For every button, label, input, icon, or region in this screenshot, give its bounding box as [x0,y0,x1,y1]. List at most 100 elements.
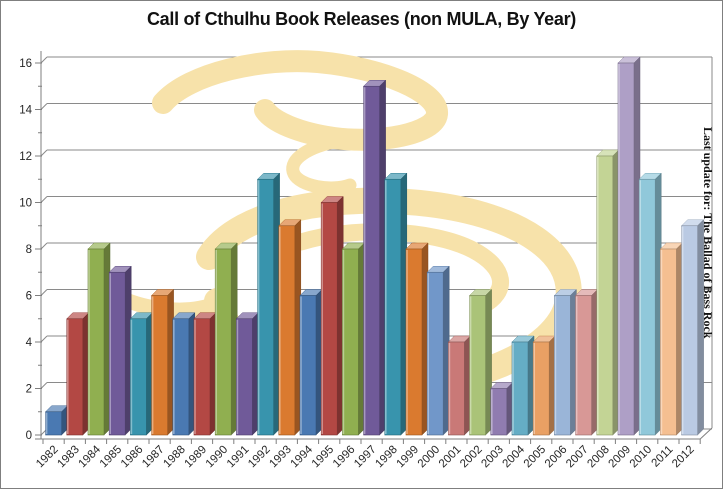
bar-front-face [426,271,444,436]
x-tick-label: 2003 [479,444,506,471]
gridline-jog [40,149,48,157]
x-tick-label: 2000 [416,444,443,471]
x-tick-label: 2002 [458,444,485,471]
floor-right-edge [699,427,713,440]
x-tick-label: 2008 [585,444,612,471]
x-tick-label: 1997 [352,444,379,471]
y-tick-label: 8 [26,244,32,256]
bar-1983 [66,312,90,436]
watermark-stroke [286,135,357,195]
x-tick-label: 2007 [564,444,591,471]
last-update-note: Last update for: The Ballad of Bass Rock [701,127,715,339]
bar-front-face [193,318,211,436]
bars [44,56,705,436]
x-tick-label: 1996 [331,444,358,471]
bar-front-face [660,248,677,436]
bar-2007 [574,288,599,436]
y-tick-label: 4 [26,337,33,349]
y-tick-label: 16 [19,58,32,70]
bar-front-face [596,155,614,436]
x-tick-label: 1987 [140,444,167,471]
axes-and-ticks [35,51,701,444]
bar-front-face [363,85,380,436]
bar-2006 [553,288,578,436]
x-tick-label: 2009 [607,444,634,471]
bar-1996 [341,242,366,436]
bar-front-face [66,318,84,436]
bar-1992 [256,172,281,436]
bar-front-face [236,318,253,436]
x-tick-label: 1990 [204,444,231,471]
bar-2005 [532,335,556,436]
bar-1988 [172,312,196,436]
bar-1993 [278,219,302,436]
bar-2010 [638,172,662,436]
bar-1994 [299,288,323,436]
bar-1986 [129,312,154,436]
y-tick-label: 0 [26,430,32,442]
x-tick-label: 2011 [650,444,676,470]
gridline-jog [40,382,48,389]
x-tick-label: 1983 [55,444,82,471]
x-tick-label: 1994 [289,443,316,470]
bar-front-face [214,248,232,436]
bar-1990 [214,242,238,436]
bar-1995 [320,195,344,436]
bar-front-face [638,178,656,436]
bar-1989 [193,312,217,436]
bar-2011 [659,242,684,436]
bar-front-face [257,178,274,436]
x-tick-label: 2004 [501,443,528,470]
x-tick-label: 1988 [161,444,188,471]
x-tick-label: 1995 [310,444,337,471]
bar-1982 [44,405,69,436]
x-tick-label: 1984 [77,443,104,470]
bar-front-face [575,295,592,436]
bar-front-face [448,341,465,436]
x-tick-label: 1998 [373,444,400,471]
y-tick-label: 10 [19,198,32,210]
x-tick-label: 2006 [543,444,570,471]
bar-1999 [405,242,429,436]
bar-1991 [235,312,260,436]
y-tick-label: 6 [26,291,32,303]
bar-1987 [150,288,175,436]
bar-front-face [320,202,338,436]
watermark-stroke [152,50,448,151]
bar-front-face [384,178,402,436]
x-tick-label: 1986 [119,444,146,471]
x-tick-label: 1993 [267,444,294,471]
chart-title: Call of Cthulhu Book Releases (non MULA,… [146,9,577,29]
watermark-stroke [292,223,509,315]
bar-front-face [151,295,168,436]
bar-front-face [278,225,296,436]
x-tick-label: 1991 [225,444,252,471]
x-tick-label: 1999 [395,444,422,471]
gridline-jog [40,56,48,64]
y-tick-label: 2 [26,384,32,396]
gridline-jog [40,242,48,250]
bar-1985 [108,265,132,436]
axis-labels: 0246810121416198219831984198519861987198… [19,58,697,470]
x-tick-label: 1982 [34,444,61,471]
bar-2004 [511,335,535,436]
bar-2000 [426,265,450,436]
x-tick-label: 2001 [437,444,464,471]
bar-front-face [532,341,550,436]
bar-front-face [172,318,190,436]
bar-front-face [405,248,423,436]
bar-2009 [617,56,641,436]
bar-2002 [468,288,493,436]
bar-front-face [299,295,317,436]
bar-2008 [596,149,620,436]
x-tick-label: 1985 [98,444,125,471]
bar-front-face [554,295,571,436]
bar-front-face [130,318,147,436]
bar-front-face [490,388,508,436]
bar-front-face [45,411,62,436]
gridline-jog [40,289,48,296]
gridline-jog [40,335,48,343]
bar-2001 [447,335,472,436]
bar-front-face [87,248,105,436]
